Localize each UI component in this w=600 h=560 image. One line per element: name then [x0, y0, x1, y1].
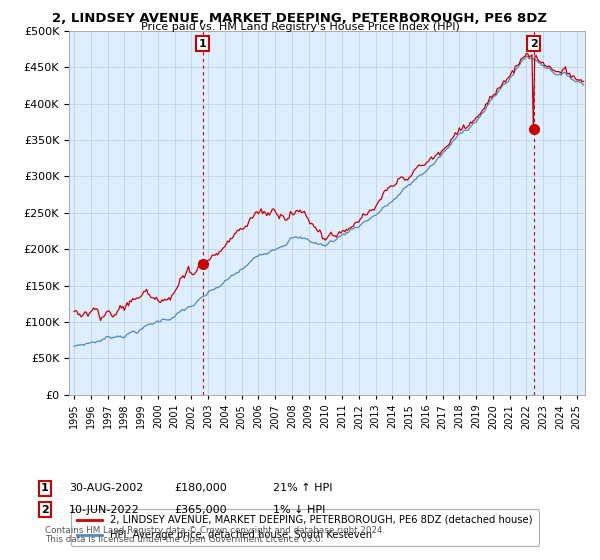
Text: £180,000: £180,000 — [174, 483, 227, 493]
Text: 2, LINDSEY AVENUE, MARKET DEEPING, PETERBOROUGH, PE6 8DZ: 2, LINDSEY AVENUE, MARKET DEEPING, PETER… — [53, 12, 548, 25]
Text: 1: 1 — [199, 39, 206, 49]
Text: 21% ↑ HPI: 21% ↑ HPI — [273, 483, 332, 493]
Text: 1% ↓ HPI: 1% ↓ HPI — [273, 505, 325, 515]
Text: Contains HM Land Registry data © Crown copyright and database right 2024.: Contains HM Land Registry data © Crown c… — [45, 526, 385, 535]
Text: This data is licensed under the Open Government Licence v3.0.: This data is licensed under the Open Gov… — [45, 535, 323, 544]
Text: £365,000: £365,000 — [174, 505, 227, 515]
Text: 2: 2 — [41, 505, 49, 515]
Text: 30-AUG-2002: 30-AUG-2002 — [69, 483, 143, 493]
Text: Price paid vs. HM Land Registry's House Price Index (HPI): Price paid vs. HM Land Registry's House … — [140, 22, 460, 32]
Text: 2: 2 — [530, 39, 538, 49]
Text: 1: 1 — [41, 483, 49, 493]
Legend: 2, LINDSEY AVENUE, MARKET DEEPING, PETERBOROUGH, PE6 8DZ (detached house), HPI: : 2, LINDSEY AVENUE, MARKET DEEPING, PETER… — [71, 509, 539, 546]
Text: 10-JUN-2022: 10-JUN-2022 — [69, 505, 140, 515]
